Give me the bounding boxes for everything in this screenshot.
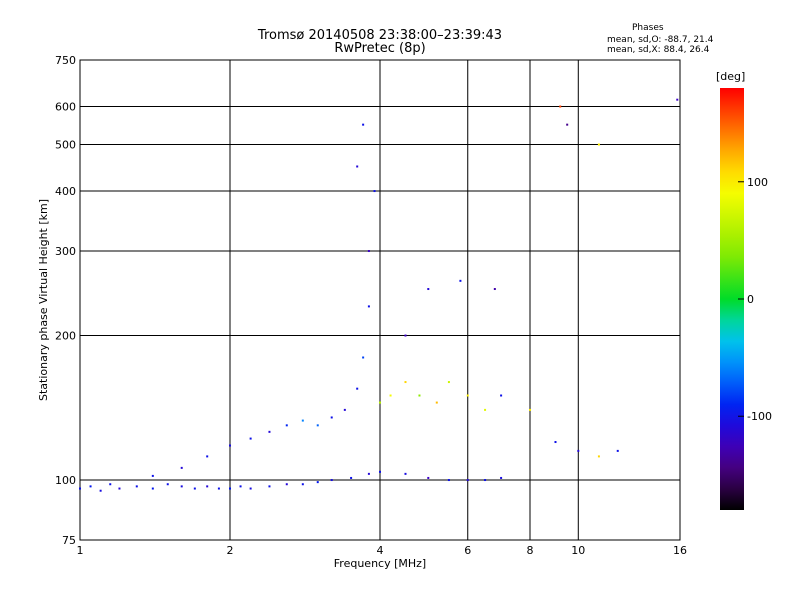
data-point bbox=[379, 470, 381, 473]
colorbar-tick-label: -100 bbox=[747, 410, 772, 423]
y-axis-label: Stationary phase Virtual Height [km] bbox=[37, 199, 50, 401]
data-point bbox=[229, 444, 231, 447]
data-point bbox=[330, 416, 333, 419]
data-point bbox=[166, 483, 169, 486]
data-point bbox=[427, 476, 430, 479]
data-point bbox=[206, 455, 209, 458]
data-point bbox=[597, 455, 600, 458]
x-tick-label: 4 bbox=[377, 544, 384, 557]
data-point bbox=[316, 424, 319, 427]
data-point bbox=[268, 485, 271, 488]
data-point bbox=[367, 305, 370, 308]
data-point bbox=[285, 483, 288, 486]
data-point bbox=[356, 165, 359, 168]
data-point bbox=[577, 449, 580, 452]
x-tick-label: 16 bbox=[673, 544, 687, 557]
data-point bbox=[229, 487, 231, 490]
data-point bbox=[435, 401, 438, 404]
data-point bbox=[493, 288, 496, 291]
data-point bbox=[249, 487, 252, 490]
data-point bbox=[484, 479, 487, 482]
data-point bbox=[301, 483, 304, 486]
data-point bbox=[404, 381, 407, 384]
y-tick-label: 400 bbox=[55, 185, 76, 198]
phase-stats-o: mean, sd,O: -88.7, 21.4 bbox=[607, 35, 714, 45]
data-point bbox=[373, 190, 376, 193]
data-point bbox=[99, 489, 102, 492]
data-point bbox=[367, 472, 370, 475]
data-point bbox=[389, 394, 392, 397]
data-point bbox=[554, 441, 557, 444]
data-point bbox=[180, 466, 183, 469]
data-point bbox=[559, 105, 562, 108]
data-point bbox=[109, 483, 112, 486]
data-point bbox=[529, 408, 531, 411]
data-point bbox=[616, 449, 619, 452]
data-point bbox=[135, 485, 138, 488]
data-point bbox=[500, 476, 503, 479]
colorbar-tick-label: 100 bbox=[747, 176, 768, 189]
data-point bbox=[418, 394, 421, 397]
data-point bbox=[343, 408, 346, 411]
data-point bbox=[285, 424, 288, 427]
x-tick-label: 2 bbox=[227, 544, 234, 557]
data-point bbox=[118, 487, 121, 490]
data-point bbox=[268, 430, 271, 433]
data-point bbox=[466, 479, 469, 482]
data-point bbox=[239, 485, 242, 488]
data-point bbox=[206, 485, 209, 488]
x-axis-label: Frequency [MHz] bbox=[334, 557, 426, 570]
data-point bbox=[301, 419, 304, 422]
data-point bbox=[566, 123, 569, 126]
data-point bbox=[484, 408, 487, 411]
data-point bbox=[249, 437, 252, 440]
y-tick-label: 600 bbox=[55, 101, 76, 114]
data-point bbox=[151, 474, 154, 477]
data-point bbox=[193, 487, 196, 490]
phase-stats-header: Phases bbox=[632, 23, 664, 33]
y-tick-label: 500 bbox=[55, 139, 76, 152]
data-point bbox=[316, 481, 319, 484]
chart-title: Tromsø 20140508 23:38:00–23:39:43 bbox=[257, 28, 503, 43]
data-point bbox=[79, 487, 81, 490]
x-tick-label: 10 bbox=[571, 544, 585, 557]
data-point bbox=[362, 356, 365, 359]
data-point bbox=[500, 394, 503, 397]
y-tick-label: 300 bbox=[55, 245, 76, 258]
colorbar-tick-label: 0 bbox=[747, 293, 754, 306]
x-tick-label: 8 bbox=[527, 544, 534, 557]
data-point bbox=[447, 381, 450, 384]
data-point bbox=[404, 334, 407, 337]
y-tick-label: 750 bbox=[55, 54, 76, 67]
data-point bbox=[367, 250, 370, 253]
data-point bbox=[404, 472, 407, 475]
data-point bbox=[447, 479, 450, 482]
y-tick-label: 100 bbox=[55, 474, 76, 487]
phase-stats-x: mean, sd,X: 88.4, 26.4 bbox=[607, 45, 710, 55]
x-tick-label: 6 bbox=[464, 544, 471, 557]
data-point bbox=[151, 487, 154, 490]
data-point bbox=[597, 143, 600, 146]
data-point bbox=[676, 98, 679, 101]
data-point bbox=[427, 288, 430, 291]
x-tick-label: 1 bbox=[77, 544, 84, 557]
data-point bbox=[217, 487, 220, 490]
data-point bbox=[459, 279, 462, 282]
data-point bbox=[356, 387, 359, 390]
data-point bbox=[350, 476, 353, 479]
data-point bbox=[379, 401, 381, 404]
data-point bbox=[330, 479, 333, 482]
data-point bbox=[180, 485, 183, 488]
y-tick-label: 75 bbox=[62, 534, 76, 547]
data-point bbox=[362, 123, 365, 126]
colorbar-unit-label: [deg] bbox=[716, 70, 746, 83]
data-point bbox=[89, 485, 92, 488]
y-tick-label: 200 bbox=[55, 330, 76, 343]
chart-subtitle: RwPretec (8p) bbox=[334, 41, 426, 56]
data-point bbox=[466, 394, 469, 397]
